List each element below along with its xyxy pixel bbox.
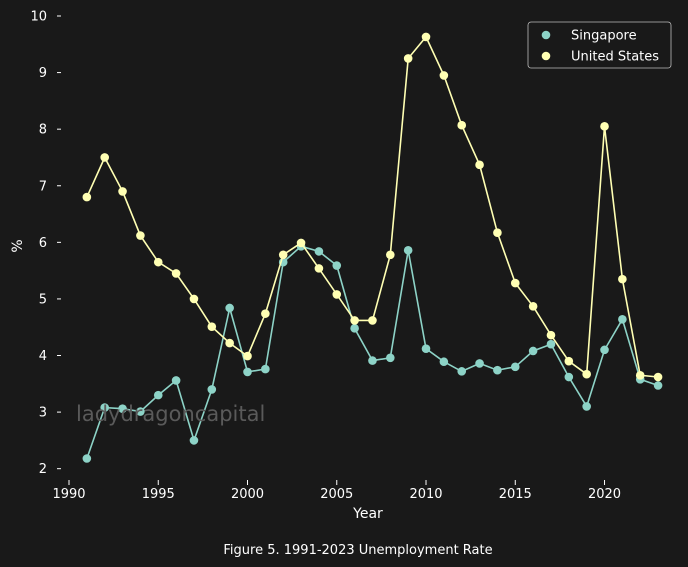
data-point-united-states	[100, 153, 110, 162]
data-point-united-states	[618, 274, 627, 284]
data-point-united-states	[368, 316, 377, 325]
x-axis-label: Year	[352, 506, 383, 522]
data-point-united-states	[457, 120, 467, 130]
legend-label-singapore: Singapore	[571, 29, 637, 44]
legend-frame	[527, 21, 672, 69]
y-tick-label: 5	[39, 292, 47, 307]
y-tick-label: 7	[39, 179, 47, 194]
data-point-singapore	[564, 372, 574, 382]
data-point-united-states	[546, 330, 556, 340]
legend: Singapore United States	[527, 21, 672, 69]
data-point-united-states	[386, 250, 395, 260]
x-tick-label: 2000	[231, 487, 264, 502]
data-point-united-states	[350, 316, 359, 325]
data-point-united-states	[653, 372, 663, 382]
data-point-singapore	[225, 303, 234, 313]
legend-marker-singapore	[541, 30, 551, 40]
data-point-singapore	[386, 353, 395, 363]
data-point-singapore	[171, 376, 181, 385]
data-point-united-states	[296, 238, 306, 248]
data-point-united-states	[278, 250, 288, 260]
data-point-singapore	[653, 381, 663, 390]
series-united-states	[82, 32, 663, 382]
data-point-united-states	[439, 71, 449, 80]
data-point-united-states	[635, 371, 645, 380]
series-line-singapore	[86, 245, 659, 459]
data-point-singapore	[189, 436, 199, 445]
data-point-singapore	[368, 356, 377, 365]
data-point-united-states	[189, 294, 199, 304]
data-point-singapore	[510, 362, 520, 372]
data-point-united-states	[475, 160, 484, 170]
data-point-singapore	[582, 402, 591, 411]
data-point-singapore	[100, 403, 110, 412]
x-tick-label: 2020	[588, 487, 621, 502]
data-point-united-states	[528, 301, 538, 311]
x-tick-label: 1990	[52, 487, 85, 502]
data-point-singapore	[475, 359, 484, 368]
data-point-united-states	[243, 351, 252, 361]
data-point-united-states	[153, 257, 163, 267]
data-point-singapore	[350, 324, 359, 333]
data-point-singapore	[421, 344, 431, 354]
data-point-singapore	[493, 365, 502, 375]
data-point-united-states	[136, 231, 145, 240]
data-point-united-states	[582, 369, 591, 379]
y-tick-label: 3	[39, 406, 47, 421]
data-point-singapore	[153, 390, 163, 400]
data-point-singapore	[243, 367, 252, 377]
data-point-singapore	[118, 404, 127, 414]
data-point-united-states	[171, 269, 181, 278]
y-tick-label: 2	[39, 462, 47, 477]
legend-marker-united-states	[541, 51, 551, 61]
data-point-singapore	[600, 345, 609, 355]
series-singapore	[82, 242, 663, 463]
data-point-singapore	[261, 364, 270, 374]
y-tick-label: 4	[39, 349, 47, 364]
data-point-united-states	[332, 290, 342, 299]
data-point-united-states	[403, 54, 413, 63]
legend-label-united-states: United States	[571, 50, 659, 65]
data-point-singapore	[332, 261, 342, 270]
y-tick-label: 10	[30, 10, 47, 25]
y-tick-label: 9	[39, 66, 47, 81]
data-point-singapore	[136, 407, 145, 416]
data-point-singapore	[618, 314, 627, 324]
y-axis-label: %	[10, 239, 26, 252]
watermark-text: ladydragoncapital	[76, 402, 265, 426]
y-tick-label: 8	[39, 123, 47, 138]
series-line-united-states	[86, 35, 659, 378]
data-point-singapore	[457, 367, 467, 376]
data-point-singapore	[439, 357, 449, 367]
y-tick-label: 6	[39, 236, 47, 251]
x-tick-label: 1995	[142, 487, 175, 502]
x-tick-label: 2005	[320, 487, 353, 502]
data-point-singapore	[546, 339, 556, 349]
data-point-united-states	[421, 32, 431, 42]
data-point-united-states	[493, 228, 502, 238]
data-point-singapore	[207, 385, 217, 394]
data-point-united-states	[118, 187, 127, 196]
data-point-united-states	[261, 309, 270, 318]
data-point-singapore	[528, 346, 538, 356]
data-point-singapore	[314, 247, 324, 256]
data-point-united-states	[564, 356, 574, 366]
data-point-united-states	[600, 122, 609, 131]
x-tick-label: 2010	[409, 487, 442, 502]
data-point-singapore	[403, 245, 413, 255]
figure-caption: Figure 5. 1991-2023 Unemployment Rate	[223, 543, 492, 558]
x-tick-label: 2015	[499, 487, 532, 502]
data-point-united-states	[314, 264, 324, 273]
data-point-united-states	[225, 338, 234, 348]
data-point-united-states	[510, 278, 520, 288]
data-point-singapore	[82, 454, 92, 463]
data-point-united-states	[207, 322, 217, 331]
axes: 1990 1995 2000 2005 2010 2015 2020 2 3 4 5 6 7 8 9 10	[30, 10, 621, 503]
series-layer	[82, 32, 663, 463]
data-point-united-states	[82, 192, 92, 202]
